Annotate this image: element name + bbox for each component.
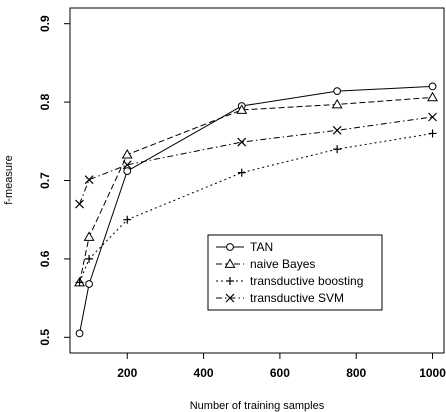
- x-tick-label: 600: [270, 366, 290, 380]
- data-point: [85, 280, 93, 288]
- series-line: [79, 132, 433, 283]
- data-point: [122, 160, 132, 170]
- data-point: [428, 129, 437, 138]
- data-point: [236, 104, 248, 114]
- x-tick-label: 200: [117, 366, 137, 380]
- legend-marker: [226, 277, 234, 285]
- y-axis: 0.5 0.6 0.7 0.8 0.9: [38, 15, 70, 346]
- series-line: [79, 116, 433, 205]
- data-point: [85, 254, 94, 263]
- y-tick-label: 0.9: [38, 15, 52, 32]
- data-point: [427, 91, 439, 102]
- x-axis: 200 400 600 800 1000: [117, 353, 446, 380]
- legend-marker: [224, 258, 236, 268]
- data-point: [83, 231, 95, 241]
- series-layer: [74, 82, 439, 338]
- data-point: [123, 215, 132, 224]
- data-point: [84, 175, 94, 185]
- series-line: [79, 85, 433, 334]
- data-point: [121, 149, 133, 159]
- data-point: [331, 98, 343, 109]
- y-tick-label: 0.8: [38, 93, 52, 110]
- legend-marker: [226, 243, 234, 251]
- data-point: [428, 112, 437, 122]
- legend-entry: transductive boosting: [250, 274, 363, 288]
- legend-entry: TAN: [250, 240, 273, 254]
- x-tick-label: 400: [194, 366, 214, 380]
- series-1: [74, 91, 439, 287]
- data-point: [123, 167, 132, 175]
- data-point: [237, 168, 246, 177]
- legend-entry: transductive SVM: [250, 291, 344, 305]
- legend: TAN naive Bayes transductive boosting trans…: [207, 234, 383, 311]
- x-tick-label: 800: [346, 366, 366, 380]
- y-tick-label: 0.7: [38, 172, 52, 189]
- series-2: [75, 129, 437, 287]
- x-tick-label: 1000: [419, 366, 446, 380]
- data-point: [332, 125, 342, 135]
- data-point: [428, 82, 437, 91]
- data-point: [333, 145, 342, 154]
- x-axis-title: Number of training samples: [190, 400, 325, 412]
- data-point: [333, 87, 342, 96]
- legend-entry: naive Bayes: [250, 257, 315, 271]
- series-3: [75, 112, 437, 209]
- y-tick-label: 0.5: [38, 329, 52, 346]
- y-tick-label: 0.6: [38, 250, 52, 267]
- data-point: [75, 199, 84, 209]
- legend-marker: [225, 293, 235, 303]
- data-point: [237, 137, 247, 147]
- data-point: [75, 329, 84, 338]
- series-line: [79, 96, 433, 283]
- y-axis-title: f-measure: [3, 155, 15, 205]
- data-point: [75, 278, 84, 287]
